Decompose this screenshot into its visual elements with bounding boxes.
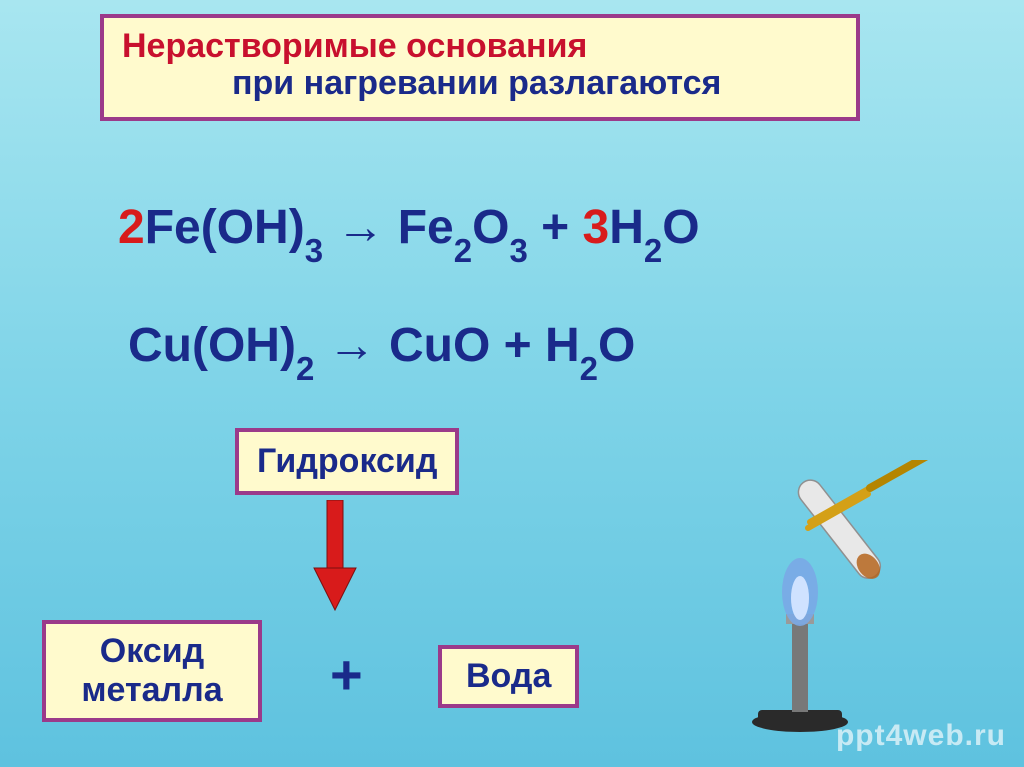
eq1-rhs2-sub: 3 [509, 232, 527, 269]
eq2-arrow: → [314, 319, 389, 372]
watermark: ppt4web.ru [836, 719, 1006, 753]
title-line-1: Нерастворимые основания [122, 28, 838, 65]
eq2-rhs1: CuO + H [389, 319, 580, 372]
oxide-label-box: Оксид металла [42, 620, 262, 722]
eq1-coef2: 3 [583, 201, 610, 254]
eq1-rhs1-sub: 2 [454, 232, 472, 269]
water-label: Вода [466, 657, 551, 695]
eq2-rhs2: O [598, 319, 635, 372]
eq1-rhs3: H [609, 201, 644, 254]
eq1-rhs2: O [472, 201, 509, 254]
eq1-plus: + [528, 201, 583, 254]
title-box: Нерастворимые основания при нагревании р… [100, 14, 860, 121]
equation-2: Cu(OH)2 → CuO + H2O [128, 318, 635, 380]
down-arrow-icon [310, 500, 360, 617]
eq1-rhs3-sub: 2 [644, 232, 662, 269]
equation-1: 2Fe(OH)3 → Fe2O3 + 3H2O [118, 200, 700, 262]
oxide-label-line-2: металла [60, 671, 244, 710]
eq1-rhs4: O [662, 201, 699, 254]
eq1-coef1: 2 [118, 201, 145, 254]
hydroxide-label-box: Гидроксид [235, 428, 459, 495]
eq2-lhs-sub: 2 [296, 350, 314, 387]
bunsen-burner-apparatus-icon [700, 460, 980, 740]
eq1-arrow: → [323, 201, 398, 254]
eq1-lhs: Fe(OH) [145, 201, 305, 254]
plus-sign: + [330, 642, 363, 707]
eq1-lhs-sub: 3 [305, 232, 323, 269]
hydroxide-label: Гидроксид [257, 442, 437, 480]
title-line-2: при нагревании разлагаются [122, 65, 838, 102]
eq2-lhs: Cu(OH) [128, 319, 296, 372]
eq2-rhs1-sub: 2 [580, 350, 598, 387]
eq1-rhs1: Fe [398, 201, 454, 254]
oxide-label-line-1: Оксид [60, 632, 244, 671]
water-label-box: Вода [438, 645, 579, 708]
